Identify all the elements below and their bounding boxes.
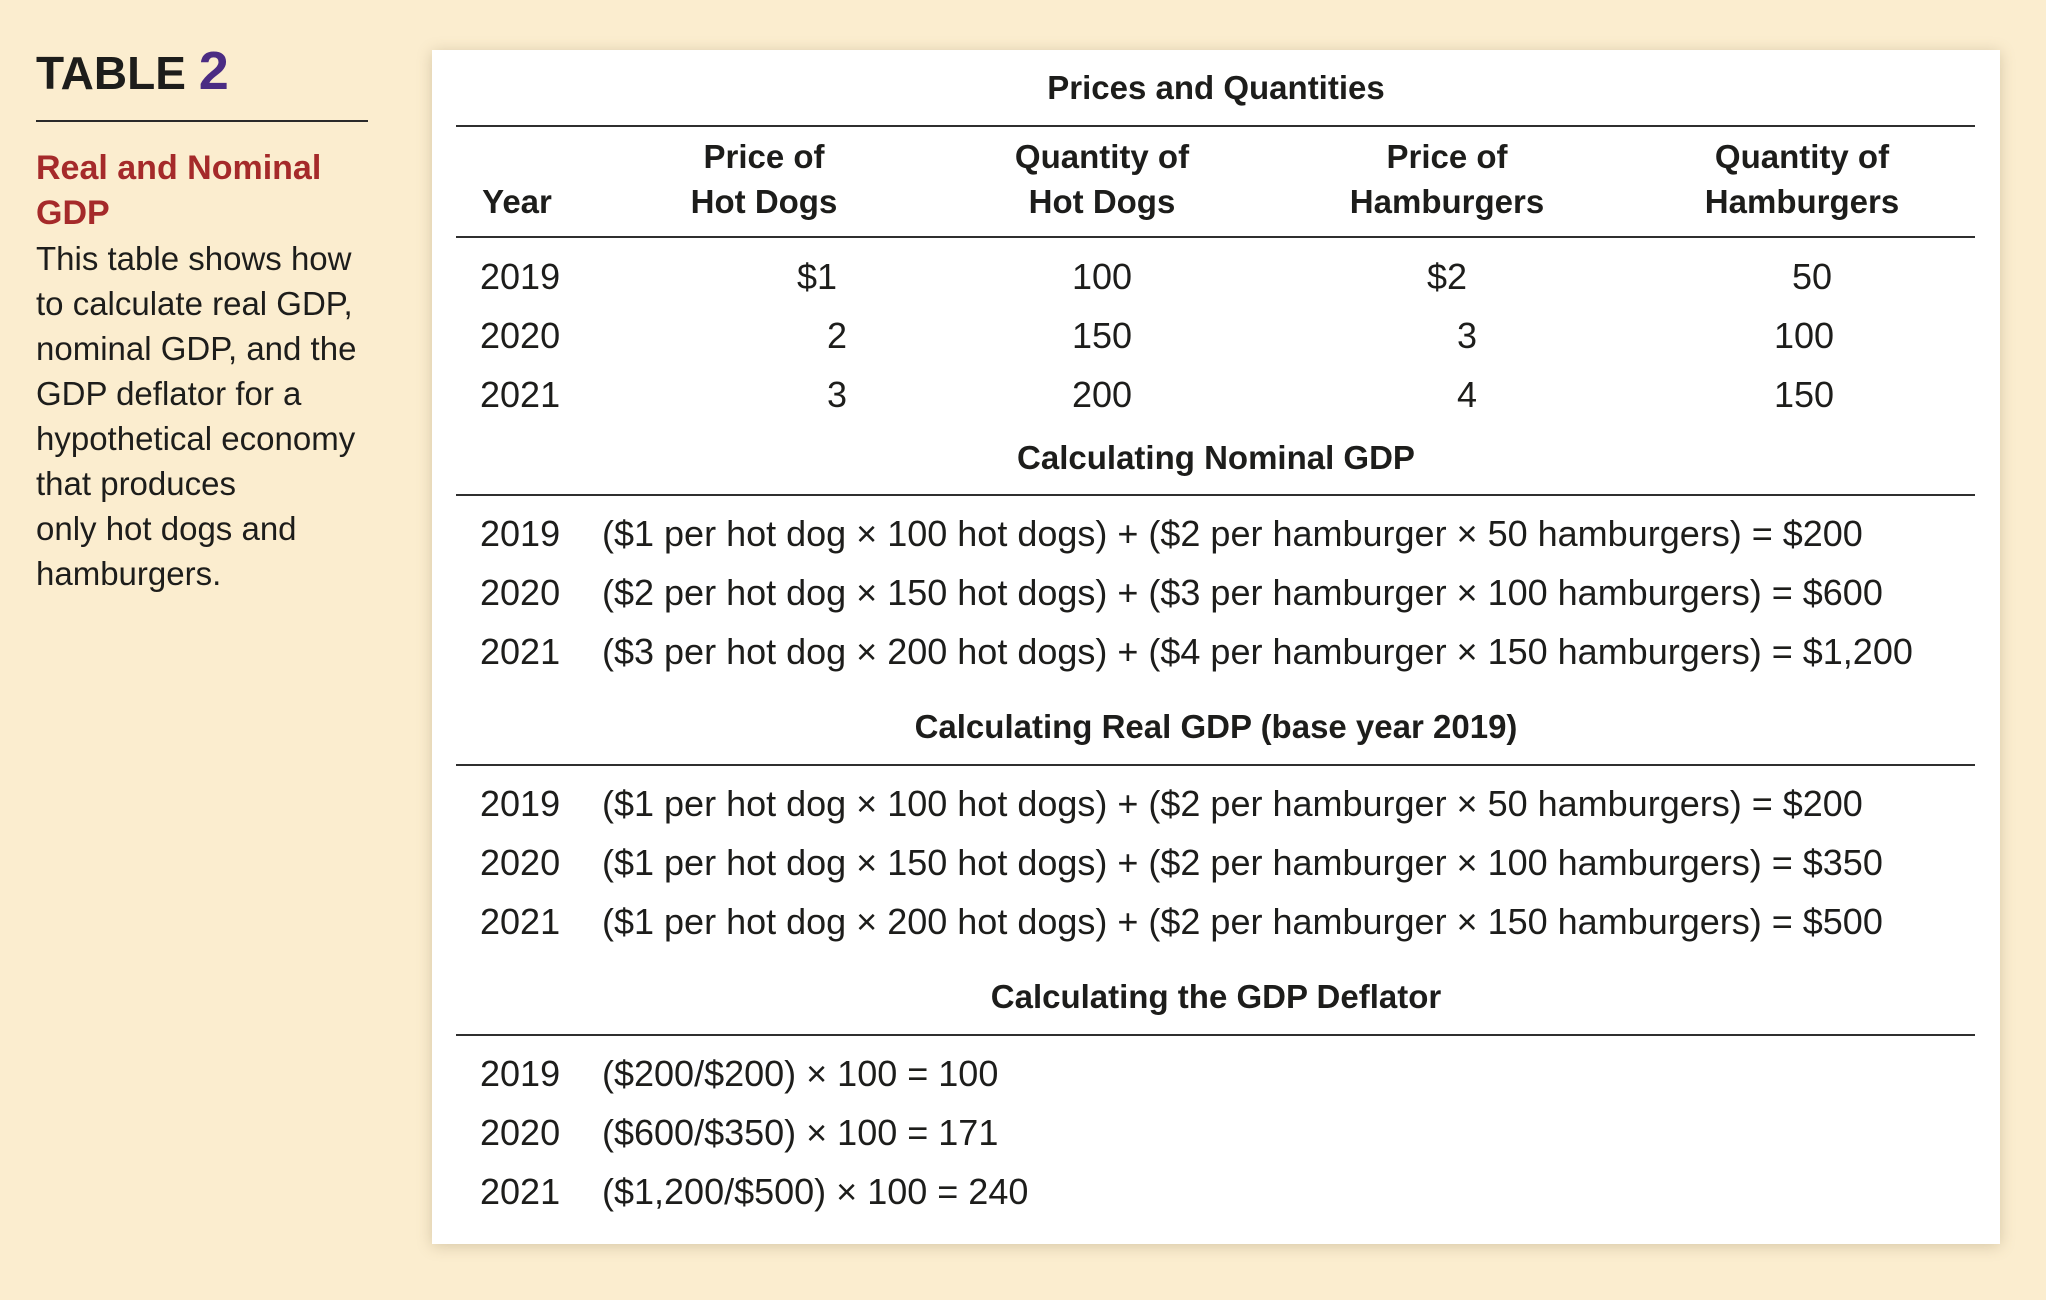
rule-nominal — [456, 494, 1975, 496]
pq-price-hot-dogs: 2 — [826, 315, 848, 356]
table-title: Real and Nominal GDP — [36, 149, 322, 232]
gdp-deflator-row: 2019 ($200/$200) × 100 = 100 — [480, 1052, 998, 1096]
real-gdp-formula: ($1 per hot dog × 150 hot dogs) + ($2 pe… — [602, 842, 1883, 883]
nominal-gdp-title: Calculating Nominal GDP — [1017, 439, 1415, 476]
pq-price-hamburgers: 3 — [1456, 315, 1478, 356]
pq-price-hot-dogs: $1 — [796, 256, 838, 297]
real-gdp-formula: ($1 per hot dog × 200 hot dogs) + ($2 pe… — [602, 901, 1883, 942]
gdp-deflator-row: 2021 ($1,200/$500) × 100 = 240 — [480, 1170, 1028, 1214]
pq-year: 2019 — [480, 256, 561, 297]
table-number: 2 — [198, 41, 229, 101]
gdp-deflator-year: 2020 — [480, 1112, 561, 1153]
pq-year: 2021 — [480, 374, 561, 415]
pq-price-hamburgers: 4 — [1456, 374, 1478, 415]
real-gdp-year: 2020 — [480, 842, 561, 883]
table-description: This table shows how to calculate real G… — [36, 240, 357, 592]
header-year: Year — [482, 183, 552, 220]
table-label: TABLE 2 — [36, 38, 368, 122]
rule-top — [456, 125, 1975, 127]
nominal-gdp-formula: ($2 per hot dog × 150 hot dogs) + ($3 pe… — [602, 572, 1883, 613]
header-quantity-hot-dogs: Quantity of Hot Dogs — [1014, 138, 1190, 220]
real-gdp-row: 2021 ($1 per hot dog × 200 hot dogs) + ($… — [480, 900, 1883, 944]
pq-qty-hot-dogs: 150 — [1071, 315, 1133, 356]
gdp-deflator-year: 2019 — [480, 1053, 561, 1094]
real-gdp-title: Calculating Real GDP (base year 2019) — [914, 708, 1518, 745]
pq-qty-hot-dogs: 200 — [1071, 374, 1133, 415]
gdp-deflator-formula: ($200/$200) × 100 = 100 — [602, 1053, 999, 1094]
table-sidebar: TABLE 2 Real and Nominal GDP This table … — [36, 38, 368, 596]
pq-year: 2020 — [480, 315, 561, 356]
table-card: Prices and Quantities Year Price of Hot … — [432, 50, 2000, 1244]
real-gdp-row: 2020 ($1 per hot dog × 150 hot dogs) + ($… — [480, 841, 1883, 885]
prices-quantities-title: Prices and Quantities — [1047, 69, 1385, 106]
real-gdp-year: 2019 — [480, 783, 561, 824]
table-label-word: TABLE — [36, 47, 186, 99]
pq-price-hot-dogs: 3 — [826, 374, 848, 415]
gdp-deflator-formula: ($1,200/$500) × 100 = 240 — [602, 1171, 1029, 1212]
rule-deflator — [456, 1034, 1975, 1036]
nominal-gdp-year: 2020 — [480, 572, 561, 613]
rule-real — [456, 764, 1975, 766]
header-price-hamburgers: Price of Hamburgers — [1349, 138, 1545, 220]
nominal-gdp-formula: ($1 per hot dog × 100 hot dogs) + ($2 pe… — [602, 513, 1863, 554]
header-price-hot-dogs: Price of Hot Dogs — [690, 138, 838, 220]
nominal-gdp-year: 2021 — [480, 631, 561, 672]
gdp-deflator-row: 2020 ($600/$350) × 100 = 171 — [480, 1111, 998, 1155]
pq-qty-hot-dogs: 100 — [1071, 256, 1133, 297]
rule-header-bottom — [456, 236, 1975, 238]
gdp-deflator-formula: ($600/$350) × 100 = 171 — [602, 1112, 999, 1153]
pq-price-hamburgers: $2 — [1426, 256, 1468, 297]
real-gdp-row: 2019 ($1 per hot dog × 100 hot dogs) + ($… — [480, 782, 1863, 826]
nominal-gdp-row: 2021 ($3 per hot dog × 200 hot dogs) + ($… — [480, 630, 1913, 674]
pq-qty-hamburgers: 100 — [1773, 315, 1835, 356]
header-quantity-hamburgers: Quantity of Hamburgers — [1704, 138, 1900, 220]
real-gdp-formula: ($1 per hot dog × 100 hot dogs) + ($2 pe… — [602, 783, 1863, 824]
nominal-gdp-formula: ($3 per hot dog × 200 hot dogs) + ($4 pe… — [602, 631, 1913, 672]
gdp-deflator-year: 2021 — [480, 1171, 561, 1212]
pq-qty-hamburgers: 50 — [1791, 256, 1833, 297]
nominal-gdp-year: 2019 — [480, 513, 561, 554]
nominal-gdp-row: 2019 ($1 per hot dog × 100 hot dogs) + ($… — [480, 512, 1863, 556]
nominal-gdp-row: 2020 ($2 per hot dog × 150 hot dogs) + ($… — [480, 571, 1883, 615]
pq-qty-hamburgers: 150 — [1773, 374, 1835, 415]
real-gdp-year: 2021 — [480, 901, 561, 942]
gdp-deflator-title: Calculating the GDP Deflator — [990, 978, 1442, 1015]
